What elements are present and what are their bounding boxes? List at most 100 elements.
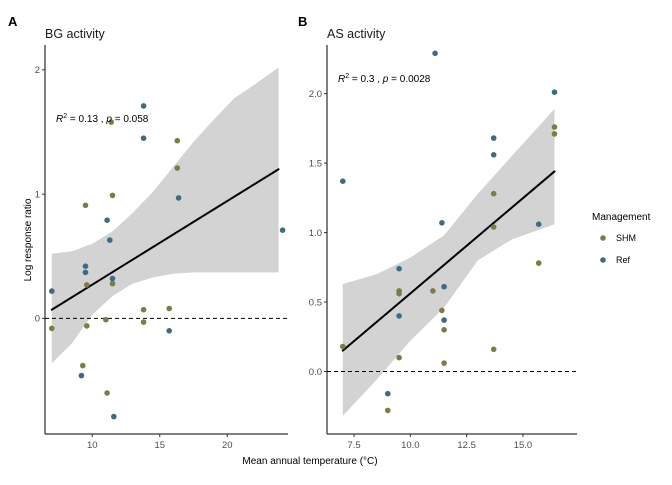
- point-shm-b-12: [535, 260, 542, 266]
- data-points-b: [340, 50, 558, 414]
- confidence-band-shape-a: [51, 67, 279, 364]
- point-shm-b-13: [551, 124, 558, 130]
- point-shm-a-12: [166, 305, 172, 312]
- point-ref-a-8: [140, 103, 147, 109]
- point-shm-b-9: [490, 190, 497, 197]
- point-ref-b-6: [441, 283, 447, 290]
- point-shm-a-0: [49, 325, 55, 332]
- stats-annotation-a: R2 = 0.13 , p = 0.058: [56, 113, 149, 125]
- panel-a: A BG activity 0 1 2 10 15 20 R2 = 0.13 , p = …: [8, 14, 288, 451]
- p-value-b: 0.0028: [400, 74, 431, 85]
- stats-annotation-b: R2 = 0.3 , p = 0.0028: [338, 73, 431, 85]
- point-shm-a-1: [80, 362, 86, 369]
- point-ref-a-12: [279, 227, 286, 233]
- x-tick-label-b-0: 7.5: [347, 440, 360, 451]
- point-shm-a-9: [109, 280, 116, 287]
- legend-label-ref: Ref: [616, 255, 631, 265]
- panel-title-b: AS activity: [327, 27, 386, 41]
- x-tick-label-b-2: 12.5: [457, 440, 476, 451]
- point-shm-b-0: [340, 343, 346, 350]
- point-shm-b-8: [441, 360, 447, 366]
- point-ref-a-2: [82, 263, 89, 270]
- legend-swatch-ref: [600, 257, 606, 263]
- point-ref-a-5: [107, 237, 113, 243]
- point-ref-a-10: [166, 328, 172, 334]
- y-tick-label-b-4: 2.0: [309, 89, 322, 100]
- y-tick-label-b-2: 1.0: [309, 228, 322, 239]
- point-shm-a-3: [84, 323, 90, 329]
- data-points-a: [49, 103, 286, 420]
- point-shm-b-1: [385, 407, 391, 414]
- y-tick-label-a-1: 1: [35, 189, 40, 200]
- point-ref-b-2: [396, 265, 402, 272]
- point-shm-b-7: [441, 327, 447, 333]
- fit-line-b: [341, 170, 556, 352]
- point-ref-a-0: [49, 288, 55, 294]
- panel-label-a: A: [8, 14, 18, 29]
- x-tick-label-a-1: 15: [154, 440, 165, 451]
- regression-line-b: [341, 170, 556, 352]
- point-ref-a-11: [175, 195, 182, 201]
- legend-item-shm: SHM: [600, 233, 636, 243]
- point-ref-b-1: [385, 390, 391, 397]
- point-ref-b-4: [432, 50, 438, 57]
- point-shm-a-7: [108, 119, 114, 125]
- point-shm-a-8: [109, 192, 116, 199]
- panel-label-b: B: [298, 14, 307, 29]
- y-axis-title-a: Log response ratio: [23, 198, 34, 281]
- legend-label-shm: SHM: [616, 233, 636, 243]
- point-ref-b-3: [396, 313, 402, 319]
- point-ref-b-8: [490, 135, 497, 141]
- y-tick-label-b-1: 0.5: [309, 297, 322, 308]
- point-shm-b-5: [430, 288, 436, 294]
- point-ref-a-7: [111, 413, 117, 420]
- confidence-band-b: [342, 108, 555, 416]
- axes-a: 0 1 2 10 15 20: [35, 45, 288, 451]
- point-shm-b-6: [439, 307, 445, 314]
- legend-title: Management: [592, 212, 651, 223]
- y-tick-label-a-2: 2: [35, 65, 40, 76]
- point-shm-b-4: [396, 354, 402, 361]
- confidence-band-shape-b: [342, 108, 555, 416]
- point-ref-a-9: [140, 135, 147, 141]
- x-axis-title: Mean annual temperature (°C): [242, 456, 377, 467]
- point-ref-a-6: [109, 275, 116, 282]
- point-ref-a-1: [78, 372, 85, 379]
- point-ref-b-11: [551, 89, 558, 95]
- point-ref-a-4: [104, 217, 110, 223]
- point-shm-b-3: [396, 290, 402, 297]
- point-ref-b-10: [535, 221, 542, 227]
- y-tick-label-a-0: 0: [35, 314, 40, 325]
- point-shm-a-10: [140, 306, 147, 313]
- p-value-a: 0.058: [123, 114, 148, 125]
- x-tick-label-a-2: 20: [222, 440, 233, 451]
- legend-item-ref: Ref: [600, 255, 631, 265]
- point-shm-b-11: [490, 346, 497, 353]
- regression-line-a: [50, 168, 280, 311]
- point-shm-a-11: [140, 319, 147, 325]
- x-tick-label-b-1: 10.0: [401, 440, 420, 451]
- y-tick-label-b-3: 1.5: [309, 158, 322, 169]
- point-ref-b-9: [490, 152, 497, 158]
- point-shm-a-4: [84, 282, 90, 288]
- x-tick-label-b-3: 15.0: [514, 440, 533, 451]
- axes-b: 0.0 0.5 1.0 1.5 2.0 7.5 10.0 12.5 15.0: [309, 45, 577, 451]
- point-shm-a-13: [174, 137, 181, 144]
- point-shm-b-10: [490, 224, 497, 230]
- point-shm-b-14: [551, 131, 558, 137]
- point-shm-a-5: [103, 316, 109, 323]
- point-ref-b-5: [439, 220, 445, 226]
- point-shm-a-6: [104, 390, 110, 396]
- fit-line-a: [50, 168, 280, 311]
- r2-value-a: 0.13: [79, 114, 99, 125]
- point-ref-a-3: [82, 269, 89, 276]
- x-tick-label-a-0: 10: [87, 440, 98, 451]
- confidence-band-a: [51, 67, 279, 364]
- point-ref-b-0: [340, 178, 346, 184]
- panel-title-a: BG activity: [45, 27, 105, 41]
- panel-b: B AS activity 0.0 0.5 1.0 1.5 2.0 7.5 10.0 12.5…: [298, 14, 577, 451]
- r2-value-b: 0.3: [361, 74, 375, 85]
- y-tick-label-b-0: 0.0: [309, 367, 322, 378]
